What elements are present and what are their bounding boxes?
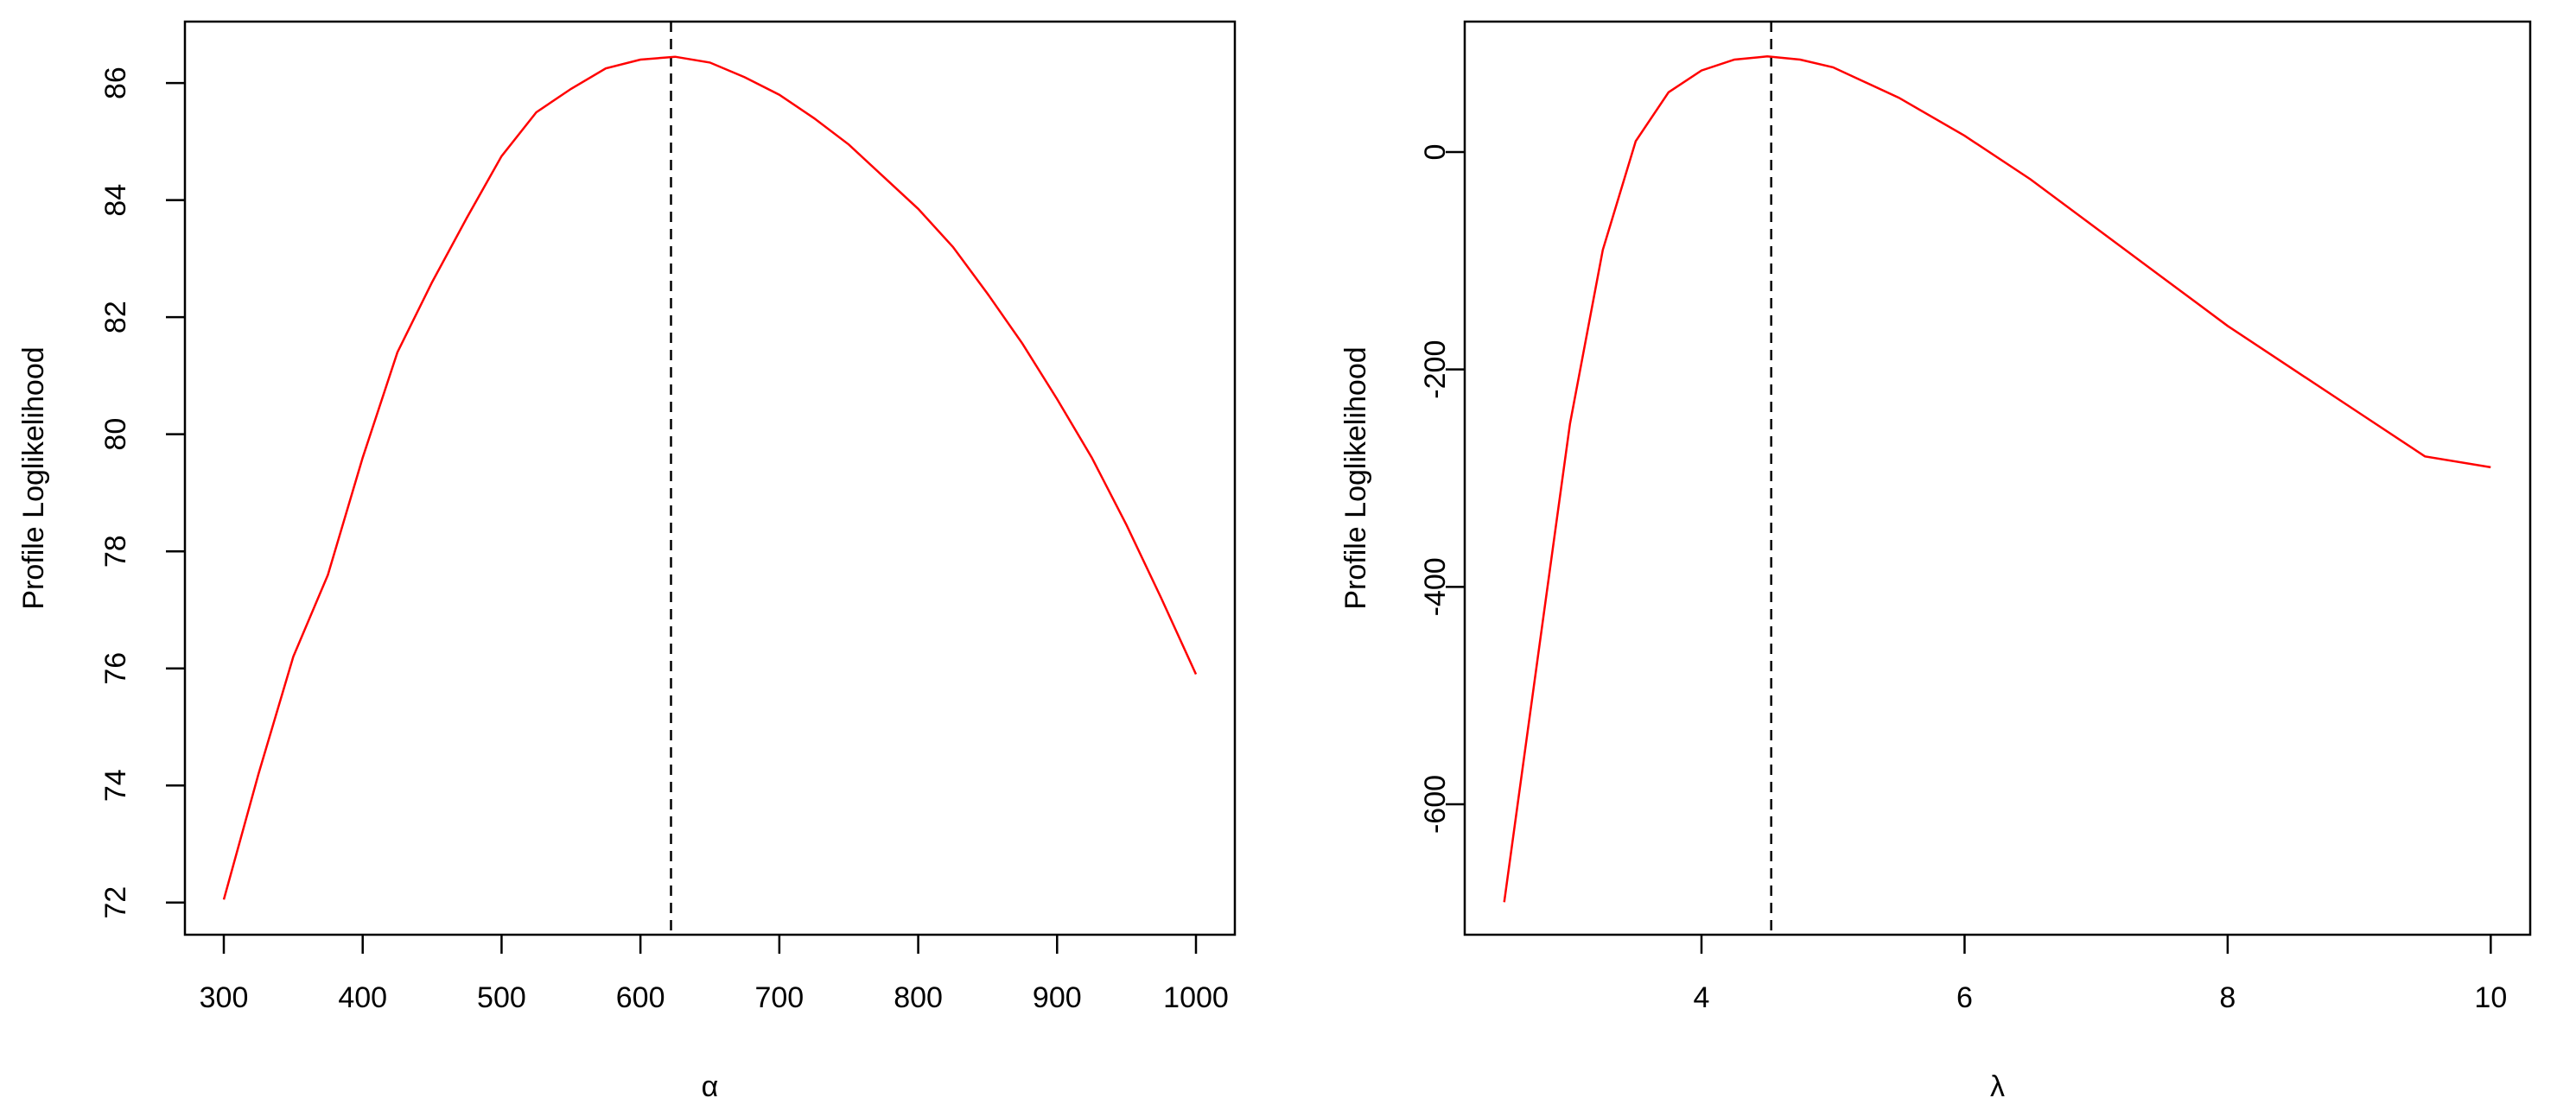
x-tick-label: 300 bbox=[200, 981, 249, 1014]
y-tick-label: 0 bbox=[1419, 144, 1452, 161]
y-tick-label: 74 bbox=[99, 769, 132, 802]
y-tick-label: 84 bbox=[99, 184, 132, 217]
plot-frame bbox=[1463, 20, 2532, 936]
y-axis-title: Profile Loglikelihood bbox=[17, 346, 50, 609]
y-tick-label: 76 bbox=[99, 652, 132, 685]
y-tick-label: -400 bbox=[1419, 557, 1452, 616]
y-tick-label: 72 bbox=[99, 886, 132, 919]
x-tick-label: 600 bbox=[616, 981, 665, 1014]
y-tick-label: 86 bbox=[99, 67, 132, 99]
y-tick-label: -600 bbox=[1419, 775, 1452, 834]
x-tick-label: 900 bbox=[1033, 981, 1082, 1014]
x-tick-label: 400 bbox=[338, 981, 387, 1014]
x-tick-label: 800 bbox=[894, 981, 943, 1014]
x-tick-label: 1000 bbox=[1163, 981, 1229, 1014]
plot-frame bbox=[183, 20, 1237, 936]
x-axis-title: λ bbox=[1990, 1070, 2005, 1103]
y-axis-title: Profile Loglikelihood bbox=[1339, 346, 1372, 609]
y-tick-label: 78 bbox=[99, 535, 132, 568]
x-tick-label: 8 bbox=[2219, 981, 2236, 1014]
y-tick-label: -200 bbox=[1419, 340, 1452, 399]
x-tick-label: 500 bbox=[477, 981, 526, 1014]
profile-loglikelihood-curve bbox=[1503, 55, 2491, 903]
profile-loglikelihood-curve bbox=[222, 55, 1198, 900]
y-tick-label: 82 bbox=[99, 301, 132, 333]
lambda-profile-plot: λ Profile Loglikelihood 4 6 8 10 -600 -400 -20… bbox=[1339, 20, 2532, 1103]
alpha-profile-plot: α Profile Loglikelihood 300 400 500 600 700 8… bbox=[17, 20, 1237, 1103]
x-tick-label: 10 bbox=[2474, 981, 2507, 1014]
x-tick-label: 700 bbox=[754, 981, 804, 1014]
x-axis-title: α bbox=[702, 1070, 719, 1103]
x-tick-label: 4 bbox=[1694, 981, 1710, 1014]
y-tick-label: 80 bbox=[99, 418, 132, 451]
x-tick-label: 6 bbox=[1956, 981, 1973, 1014]
